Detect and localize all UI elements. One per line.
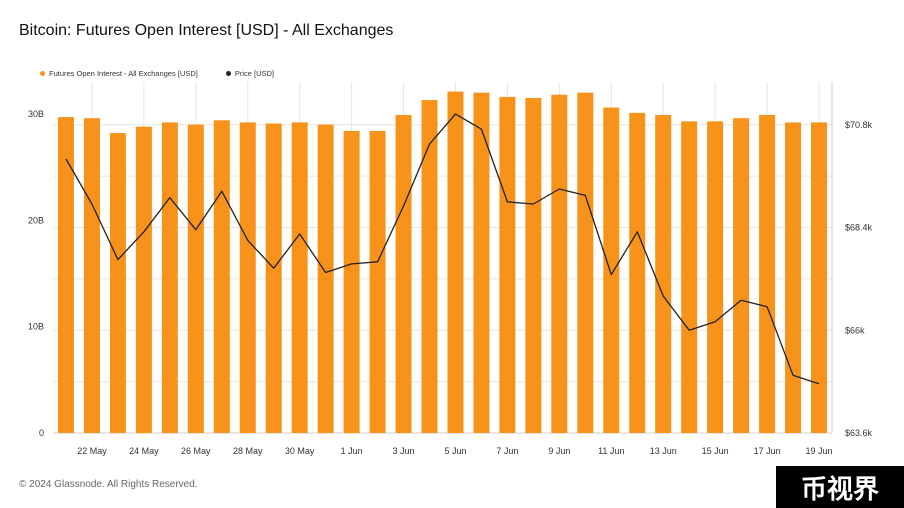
chart-title: Bitcoin: Futures Open Interest [USD] - A… <box>19 22 394 39</box>
x-tick-label: 30 May <box>285 446 315 456</box>
x-tick-label: 7 Jun <box>496 446 518 456</box>
chart-legend: Futures Open Interest - All Exchanges [U… <box>40 69 274 78</box>
open-interest-bar <box>499 96 516 434</box>
open-interest-bar <box>135 126 152 433</box>
open-interest-bar <box>421 100 438 433</box>
legend-item-open-interest[interactable]: Futures Open Interest - All Exchanges [U… <box>40 69 198 78</box>
open-interest-bar <box>317 124 334 433</box>
open-interest-bar <box>681 121 698 433</box>
open-interest-bar <box>785 122 802 433</box>
x-tick-label: 15 Jun <box>702 446 729 456</box>
x-axis-ticks: 22 May 24 May 26 May 28 May 30 May 1 Jun 3 Jun… <box>77 446 832 456</box>
y-right-tick-label: $63.6k <box>845 428 873 438</box>
open-interest-bar <box>733 118 750 433</box>
open-interest-bar <box>161 122 178 433</box>
y-left-tick-label: 0 <box>39 428 44 438</box>
legend-label-price: Price [USD] <box>234 69 275 78</box>
x-tick-label: 19 Jun <box>806 446 833 456</box>
legend-item-price[interactable]: Price [USD] <box>225 69 275 78</box>
x-tick-label: 9 Jun <box>548 446 570 456</box>
open-interest-bar <box>603 107 620 433</box>
open-interest-bar <box>655 114 672 434</box>
left-axis-ticks: 0 10B 20B 30B <box>28 109 44 438</box>
watermark-logo: 币视界 <box>776 466 904 508</box>
open-interest-bar <box>707 121 724 433</box>
open-interest-bar <box>291 122 308 433</box>
copyright-notice: © 2024 Glassnode. All Rights Reserved. <box>19 479 198 490</box>
y-left-tick-label: 30B <box>28 109 44 119</box>
legend-swatch-open-interest <box>40 71 45 76</box>
chart-plot: 0 10B 20B 30B $63.6k $66k $68.4k $70.8k 22 May… <box>28 82 873 456</box>
open-interest-bar <box>187 124 204 433</box>
x-tick-label: 13 Jun <box>650 446 677 456</box>
right-axis-ticks: $63.6k $66k $68.4k $70.8k <box>845 120 873 438</box>
open-interest-bar <box>811 122 828 433</box>
open-interest-bar <box>577 92 594 434</box>
open-interest-bar <box>369 130 386 433</box>
y-right-tick-label: $68.4k <box>845 223 873 233</box>
y-left-tick-label: 10B <box>28 322 44 332</box>
x-tick-label: 11 Jun <box>598 446 624 456</box>
open-interest-bar <box>239 122 256 433</box>
open-interest-bar <box>265 123 282 434</box>
x-tick-label: 3 Jun <box>393 446 415 456</box>
x-tick-label: 17 Jun <box>754 446 781 456</box>
x-tick-label: 5 Jun <box>444 446 466 456</box>
y-right-tick-label: $66k <box>845 325 865 335</box>
x-tick-label: 1 Jun <box>341 446 363 456</box>
open-interest-bar <box>109 133 126 433</box>
open-interest-bar <box>551 94 568 433</box>
open-interest-bar <box>525 97 542 434</box>
open-interest-bar <box>629 112 646 433</box>
open-interest-bar <box>395 114 412 434</box>
open-interest-bar <box>473 92 490 434</box>
y-right-tick-label: $70.8k <box>845 120 873 130</box>
open-interest-bar <box>343 130 360 433</box>
open-interest-bar <box>83 118 100 433</box>
x-tick-label: 24 May <box>129 446 159 456</box>
open-interest-bar <box>57 117 74 433</box>
open-interest-bar <box>213 120 230 434</box>
legend-swatch-price <box>225 71 231 76</box>
legend-label-open-interest: Futures Open Interest - All Exchanges [U… <box>49 69 198 78</box>
open-interest-bar <box>447 91 464 433</box>
open-interest-bar <box>759 114 776 434</box>
x-tick-label: 22 May <box>77 446 107 456</box>
price-line-series <box>65 113 820 385</box>
x-tick-label: 26 May <box>181 446 211 456</box>
price-line <box>65 113 820 385</box>
y-left-tick-label: 20B <box>28 215 44 225</box>
x-tick-label: 28 May <box>233 446 263 456</box>
